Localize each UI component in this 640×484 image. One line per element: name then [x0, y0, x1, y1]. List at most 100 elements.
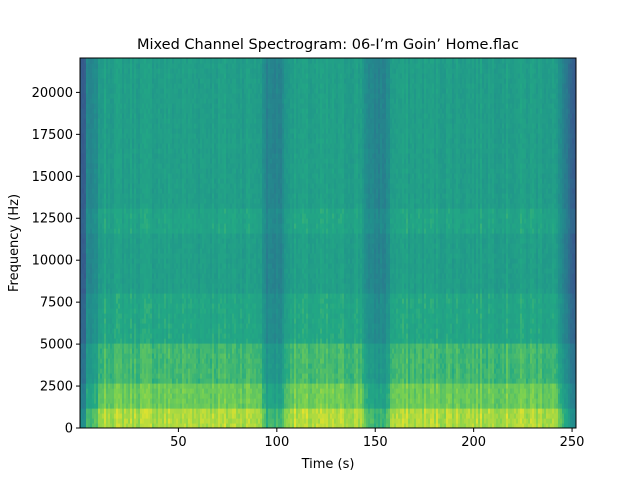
heatmap-cell — [110, 193, 113, 199]
heatmap-cell — [178, 133, 181, 139]
heatmap-cell — [110, 368, 113, 374]
heatmap-cell — [114, 258, 117, 264]
heatmap-cell — [100, 368, 103, 374]
heatmap-cell — [192, 338, 195, 344]
heatmap-cell — [186, 338, 189, 344]
heatmap-cell — [130, 168, 133, 174]
heatmap-cell — [86, 423, 89, 428]
heatmap-cell — [204, 303, 207, 309]
heatmap-cell — [192, 168, 195, 174]
heatmap-cell — [200, 273, 203, 279]
heatmap-cell — [198, 268, 201, 274]
heatmap-cell — [172, 228, 175, 234]
heatmap-cell — [92, 328, 95, 334]
heatmap-cell — [156, 268, 159, 274]
heatmap-cell — [202, 328, 205, 334]
heatmap-cell — [208, 73, 211, 79]
heatmap-cell — [172, 118, 175, 124]
heatmap-cell — [158, 143, 161, 149]
heatmap-cell — [204, 78, 207, 84]
heatmap-cell — [152, 278, 155, 284]
heatmap-cell — [86, 128, 89, 134]
heatmap-cell — [102, 373, 105, 379]
heatmap-cell — [160, 168, 163, 174]
heatmap-cell — [110, 103, 113, 109]
heatmap-cell — [102, 128, 105, 134]
heatmap-cell — [106, 263, 109, 269]
heatmap-cell — [124, 88, 127, 94]
heatmap-cell — [150, 183, 153, 189]
heatmap-cell — [120, 338, 123, 344]
heatmap-cell — [144, 68, 147, 74]
heatmap-cell — [188, 238, 191, 244]
heatmap-cell — [126, 298, 129, 304]
heatmap-cell — [178, 298, 181, 304]
heatmap-cell — [186, 63, 189, 69]
heatmap-cell — [104, 283, 107, 289]
heatmap-cell — [118, 253, 121, 259]
heatmap-cell — [118, 413, 121, 419]
heatmap-cell — [180, 213, 183, 219]
heatmap-cell — [148, 183, 151, 189]
heatmap-cell — [108, 98, 111, 104]
heatmap-cell — [96, 198, 99, 204]
heatmap-cell — [80, 358, 83, 364]
heatmap-cell — [120, 398, 123, 404]
heatmap-cell — [204, 253, 207, 259]
heatmap-cell — [148, 178, 151, 184]
heatmap-cell — [132, 268, 135, 274]
heatmap-cell — [166, 58, 169, 64]
heatmap-cell — [182, 323, 185, 329]
heatmap-cell — [190, 408, 193, 414]
heatmap-cell — [178, 308, 181, 314]
heatmap-cell — [188, 258, 191, 264]
heatmap-cell — [122, 373, 125, 379]
heatmap-cell — [176, 143, 179, 149]
heatmap-cell — [126, 98, 129, 104]
heatmap-cell — [182, 308, 185, 314]
heatmap-cell — [94, 348, 97, 354]
heatmap-cell — [96, 278, 99, 284]
heatmap-cell — [114, 388, 117, 394]
heatmap-cell — [128, 383, 131, 389]
heatmap-cell — [166, 208, 169, 214]
heatmap-cell — [92, 138, 95, 144]
heatmap-cell — [98, 173, 101, 179]
heatmap-cell — [144, 393, 147, 399]
heatmap-cell — [188, 333, 191, 339]
heatmap-cell — [168, 308, 171, 314]
heatmap-cell — [94, 408, 97, 414]
heatmap-cell — [84, 88, 87, 94]
heatmap-cell — [164, 388, 167, 394]
heatmap-cell — [88, 373, 91, 379]
heatmap-cell — [130, 373, 133, 379]
heatmap-cell — [126, 288, 129, 294]
heatmap-cell — [134, 103, 137, 109]
heatmap-cell — [200, 98, 203, 104]
heatmap-cell — [144, 278, 147, 284]
heatmap-cell — [146, 233, 149, 239]
heatmap-cell — [88, 188, 91, 194]
heatmap-cell — [124, 243, 127, 249]
heatmap-cell — [140, 388, 143, 394]
heatmap-cell — [82, 108, 85, 114]
heatmap-cell — [98, 123, 101, 129]
heatmap-cell — [98, 158, 101, 164]
heatmap-cell — [208, 128, 211, 134]
heatmap-cell — [188, 318, 191, 324]
heatmap-cell — [190, 78, 193, 84]
heatmap-cell — [162, 123, 165, 129]
heatmap-cell — [152, 423, 155, 428]
heatmap-cell — [90, 83, 93, 89]
heatmap-cell — [192, 223, 195, 229]
heatmap-cell — [172, 63, 175, 69]
heatmap-cell — [164, 333, 167, 339]
heatmap-cell — [110, 328, 113, 334]
heatmap-cell — [176, 248, 179, 254]
heatmap-cell — [84, 413, 87, 419]
heatmap-cell — [174, 208, 177, 214]
heatmap-cell — [144, 263, 147, 269]
heatmap-cell — [86, 418, 89, 424]
heatmap-cell — [140, 83, 143, 89]
heatmap-cell — [194, 118, 197, 124]
